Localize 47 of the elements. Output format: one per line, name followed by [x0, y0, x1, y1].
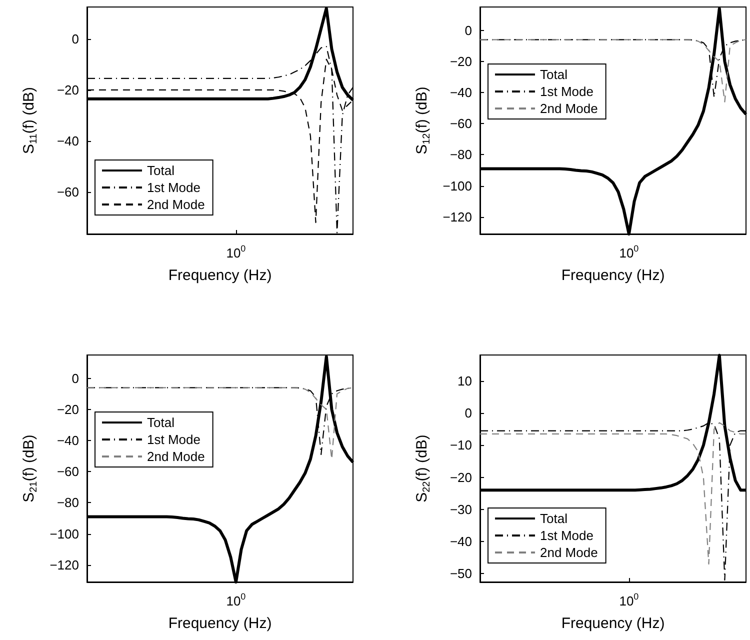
line-series [86, 355, 354, 584]
y-axis-title: S11(f) (dB) [20, 86, 40, 154]
legend-label: 1st Mode [147, 432, 200, 447]
y-tick-label: −100 [442, 178, 472, 194]
y-tick-label: 0 [72, 31, 79, 46]
y-tick-label: −40 [56, 433, 79, 448]
y-tick-label: 0 [72, 370, 79, 386]
legend-label: 1st Mode [147, 180, 200, 195]
y-tick-label: −100 [50, 526, 79, 542]
y-axis-title: S21(f) (dB) [20, 434, 40, 502]
legend-label: Total [147, 415, 175, 430]
y-tick-label: −50 [450, 566, 472, 582]
y-tick-label: −80 [56, 495, 79, 510]
y-axis-title: S22(f) (dB) [414, 434, 432, 502]
legend-label: 2nd Mode [147, 449, 205, 464]
legend-label: Total [540, 67, 568, 82]
y-tick-label: −40 [450, 534, 472, 550]
x-axis-title: Frequency (Hz) [561, 267, 665, 284]
y-tick-label: −10 [450, 438, 472, 453]
y-tick-label: −40 [450, 85, 472, 100]
y-tick-label: 10 [458, 374, 472, 389]
legend-label: 1st Mode [540, 528, 594, 543]
y-tick-label: −20 [56, 402, 79, 417]
y-tick-label: −20 [56, 82, 79, 98]
x-axis-title: Frequency (Hz) [168, 267, 272, 284]
y-tick-label: −60 [450, 116, 472, 132]
y-tick-label: −30 [450, 502, 472, 517]
legend-label: 1st Mode [540, 84, 594, 99]
legend-label: 2nd Mode [147, 197, 205, 212]
legend-label: 2nd Mode [540, 101, 598, 116]
y-tick-label: 0 [464, 406, 472, 421]
x-axis-title: Frequency (Hz) [561, 615, 665, 632]
y-tick-label: −20 [450, 470, 472, 485]
legend-label: Total [147, 163, 175, 178]
y-tick-label: −20 [450, 54, 472, 69]
y-tick-label: −40 [56, 133, 79, 148]
legend-label: Total [540, 511, 568, 526]
y-tick-label: −80 [450, 147, 472, 162]
line-series [478, 7, 748, 236]
y-tick-label: −60 [56, 184, 79, 200]
legend-label: 2nd Mode [540, 545, 598, 560]
y-tick-label: −120 [442, 209, 472, 224]
y-tick-label: −120 [50, 557, 79, 572]
y-tick-label: −60 [56, 464, 79, 480]
y-axis-title: S12(f) (dB) [413, 86, 432, 154]
y-tick-label: 0 [464, 22, 472, 38]
x-axis-title: Frequency (Hz) [168, 615, 272, 632]
